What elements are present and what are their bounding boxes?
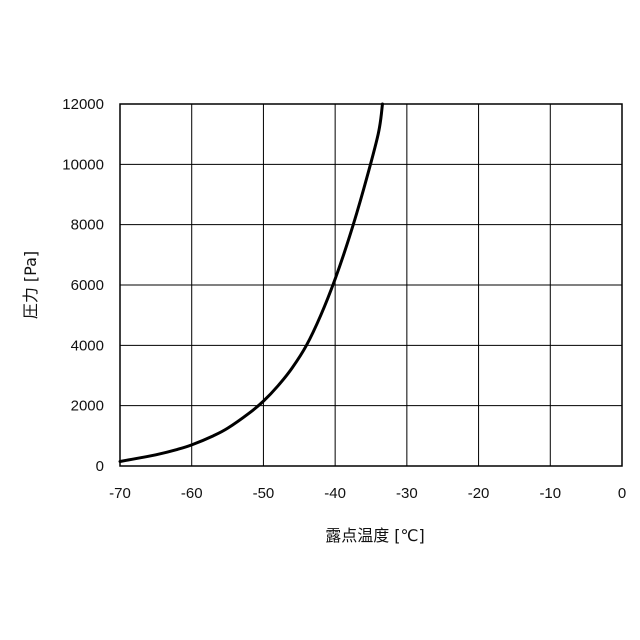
x-tick-label: -10 [539, 485, 561, 502]
y-tick-label: 4000 [71, 337, 104, 354]
x-tick-label: -50 [253, 485, 275, 502]
x-tick-label: -70 [109, 485, 131, 502]
y-axis-title: 圧力 [Pa] [21, 251, 40, 319]
x-tick-label: -30 [396, 485, 418, 502]
y-tick-label: 2000 [71, 398, 104, 415]
x-tick-label: -20 [468, 485, 490, 502]
x-tick-label: -40 [324, 485, 346, 502]
y-tick-label: 10000 [62, 156, 104, 173]
y-tick-label: 12000 [62, 96, 104, 113]
x-tick-label: -60 [181, 485, 203, 502]
y-tick-label: 8000 [71, 217, 104, 234]
x-tick-label: 0 [618, 485, 626, 502]
y-tick-label: 6000 [71, 277, 104, 294]
x-axis-title: 露点温度 [℃] [325, 526, 425, 545]
y-tick-label: 0 [96, 458, 104, 475]
